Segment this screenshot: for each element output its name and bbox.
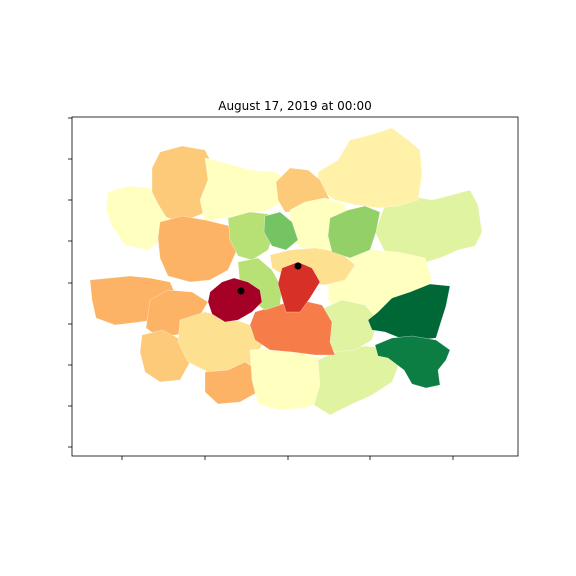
region-west-orange xyxy=(157,215,237,283)
region-north-central xyxy=(199,157,291,223)
region-dark-green-south xyxy=(374,335,451,389)
station-marker xyxy=(237,287,245,295)
region-red xyxy=(277,261,321,313)
region-mid-green xyxy=(263,211,299,251)
region-dark-red xyxy=(207,277,263,323)
axes-frame xyxy=(71,116,519,457)
y-ticks xyxy=(68,117,72,448)
choropleth-regions xyxy=(89,127,483,416)
region-northeast xyxy=(317,127,423,209)
station-marker xyxy=(294,262,302,270)
region-green-east xyxy=(327,205,381,259)
region-southwest-low xyxy=(139,329,191,383)
region-upper-green xyxy=(227,211,276,261)
map-title: August 17, 2019 at 00:00 xyxy=(218,99,372,113)
station-markers xyxy=(237,262,302,295)
x-ticks xyxy=(121,456,454,460)
